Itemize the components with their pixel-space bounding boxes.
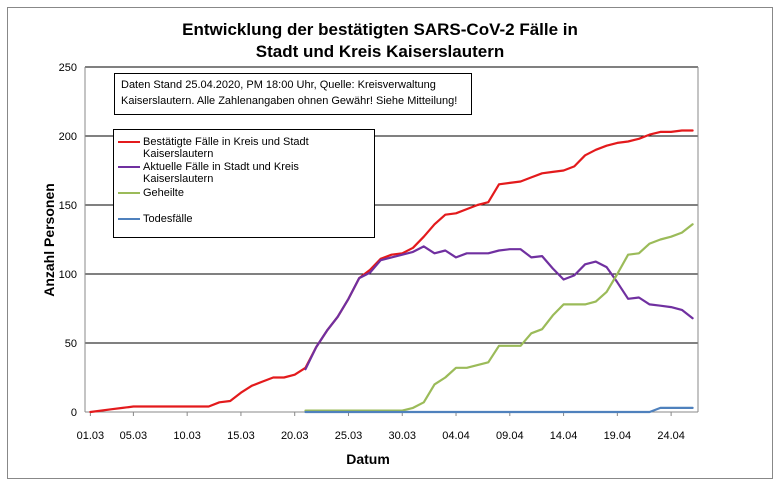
chart-title-line2: Stadt und Kreis Kaiserslautern [255, 42, 505, 61]
x-tick-label-25.03: 25.03 [335, 430, 363, 442]
y-tick-label-100: 100 [59, 269, 77, 281]
y-tick-label-250: 250 [59, 62, 77, 74]
x-tick-label-10.03: 10.03 [173, 430, 201, 442]
series-line-confirmed [89, 129, 694, 414]
x-tick-label-24.04: 24.04 [657, 430, 685, 442]
x-tick-label-01.03: 01.03 [77, 430, 105, 442]
chart-title: Entwicklung der bestätigten SARS-CoV-2 F… [130, 19, 630, 63]
x-tick-label-30.03: 30.03 [388, 430, 416, 442]
chart-title-line1: Entwicklung der bestätigten SARS-CoV-2 F… [182, 20, 578, 39]
legend-swatch-confirmed [118, 141, 140, 143]
series-line-deaths [304, 406, 694, 414]
x-tick-label-15.03: 15.03 [227, 430, 255, 442]
legend-label-deaths: Todesfälle [143, 213, 193, 225]
y-tick-label-200: 200 [59, 131, 77, 143]
legend-label-recovered: Geheilte [143, 187, 184, 199]
legend-label-confirmed: Bestätigte Fälle in Kreis und Stadt Kais… [143, 136, 309, 160]
y-tick-label-150: 150 [59, 200, 77, 212]
x-axis-label: Datum [346, 451, 390, 467]
x-tick-label-09.04: 09.04 [496, 430, 524, 442]
y-tick-label-50: 50 [65, 338, 77, 350]
data-source-note: Daten Stand 25.04.2020, PM 18:00 Uhr, Qu… [114, 73, 472, 115]
x-tick-label-04.04: 04.04 [442, 430, 470, 442]
x-tick-label-05.03: 05.03 [120, 430, 148, 442]
chart-legend: Bestätigte Fälle in Kreis und Stadt Kais… [113, 129, 375, 238]
legend-swatch-recovered [118, 192, 140, 194]
x-tick-label-19.04: 19.04 [604, 430, 632, 442]
series-line-active [304, 245, 694, 371]
y-axis-label: Anzahl Personen [41, 183, 57, 297]
x-tick-label-20.03: 20.03 [281, 430, 309, 442]
legend-swatch-deaths [118, 218, 140, 220]
x-tick-label-14.04: 14.04 [550, 430, 578, 442]
legend-label-active: Aktuelle Fälle in Stadt und Kreis Kaiser… [143, 161, 299, 185]
series-line-recovered [304, 223, 694, 412]
legend-swatch-active [118, 166, 140, 168]
y-tick-label-0: 0 [71, 407, 77, 419]
